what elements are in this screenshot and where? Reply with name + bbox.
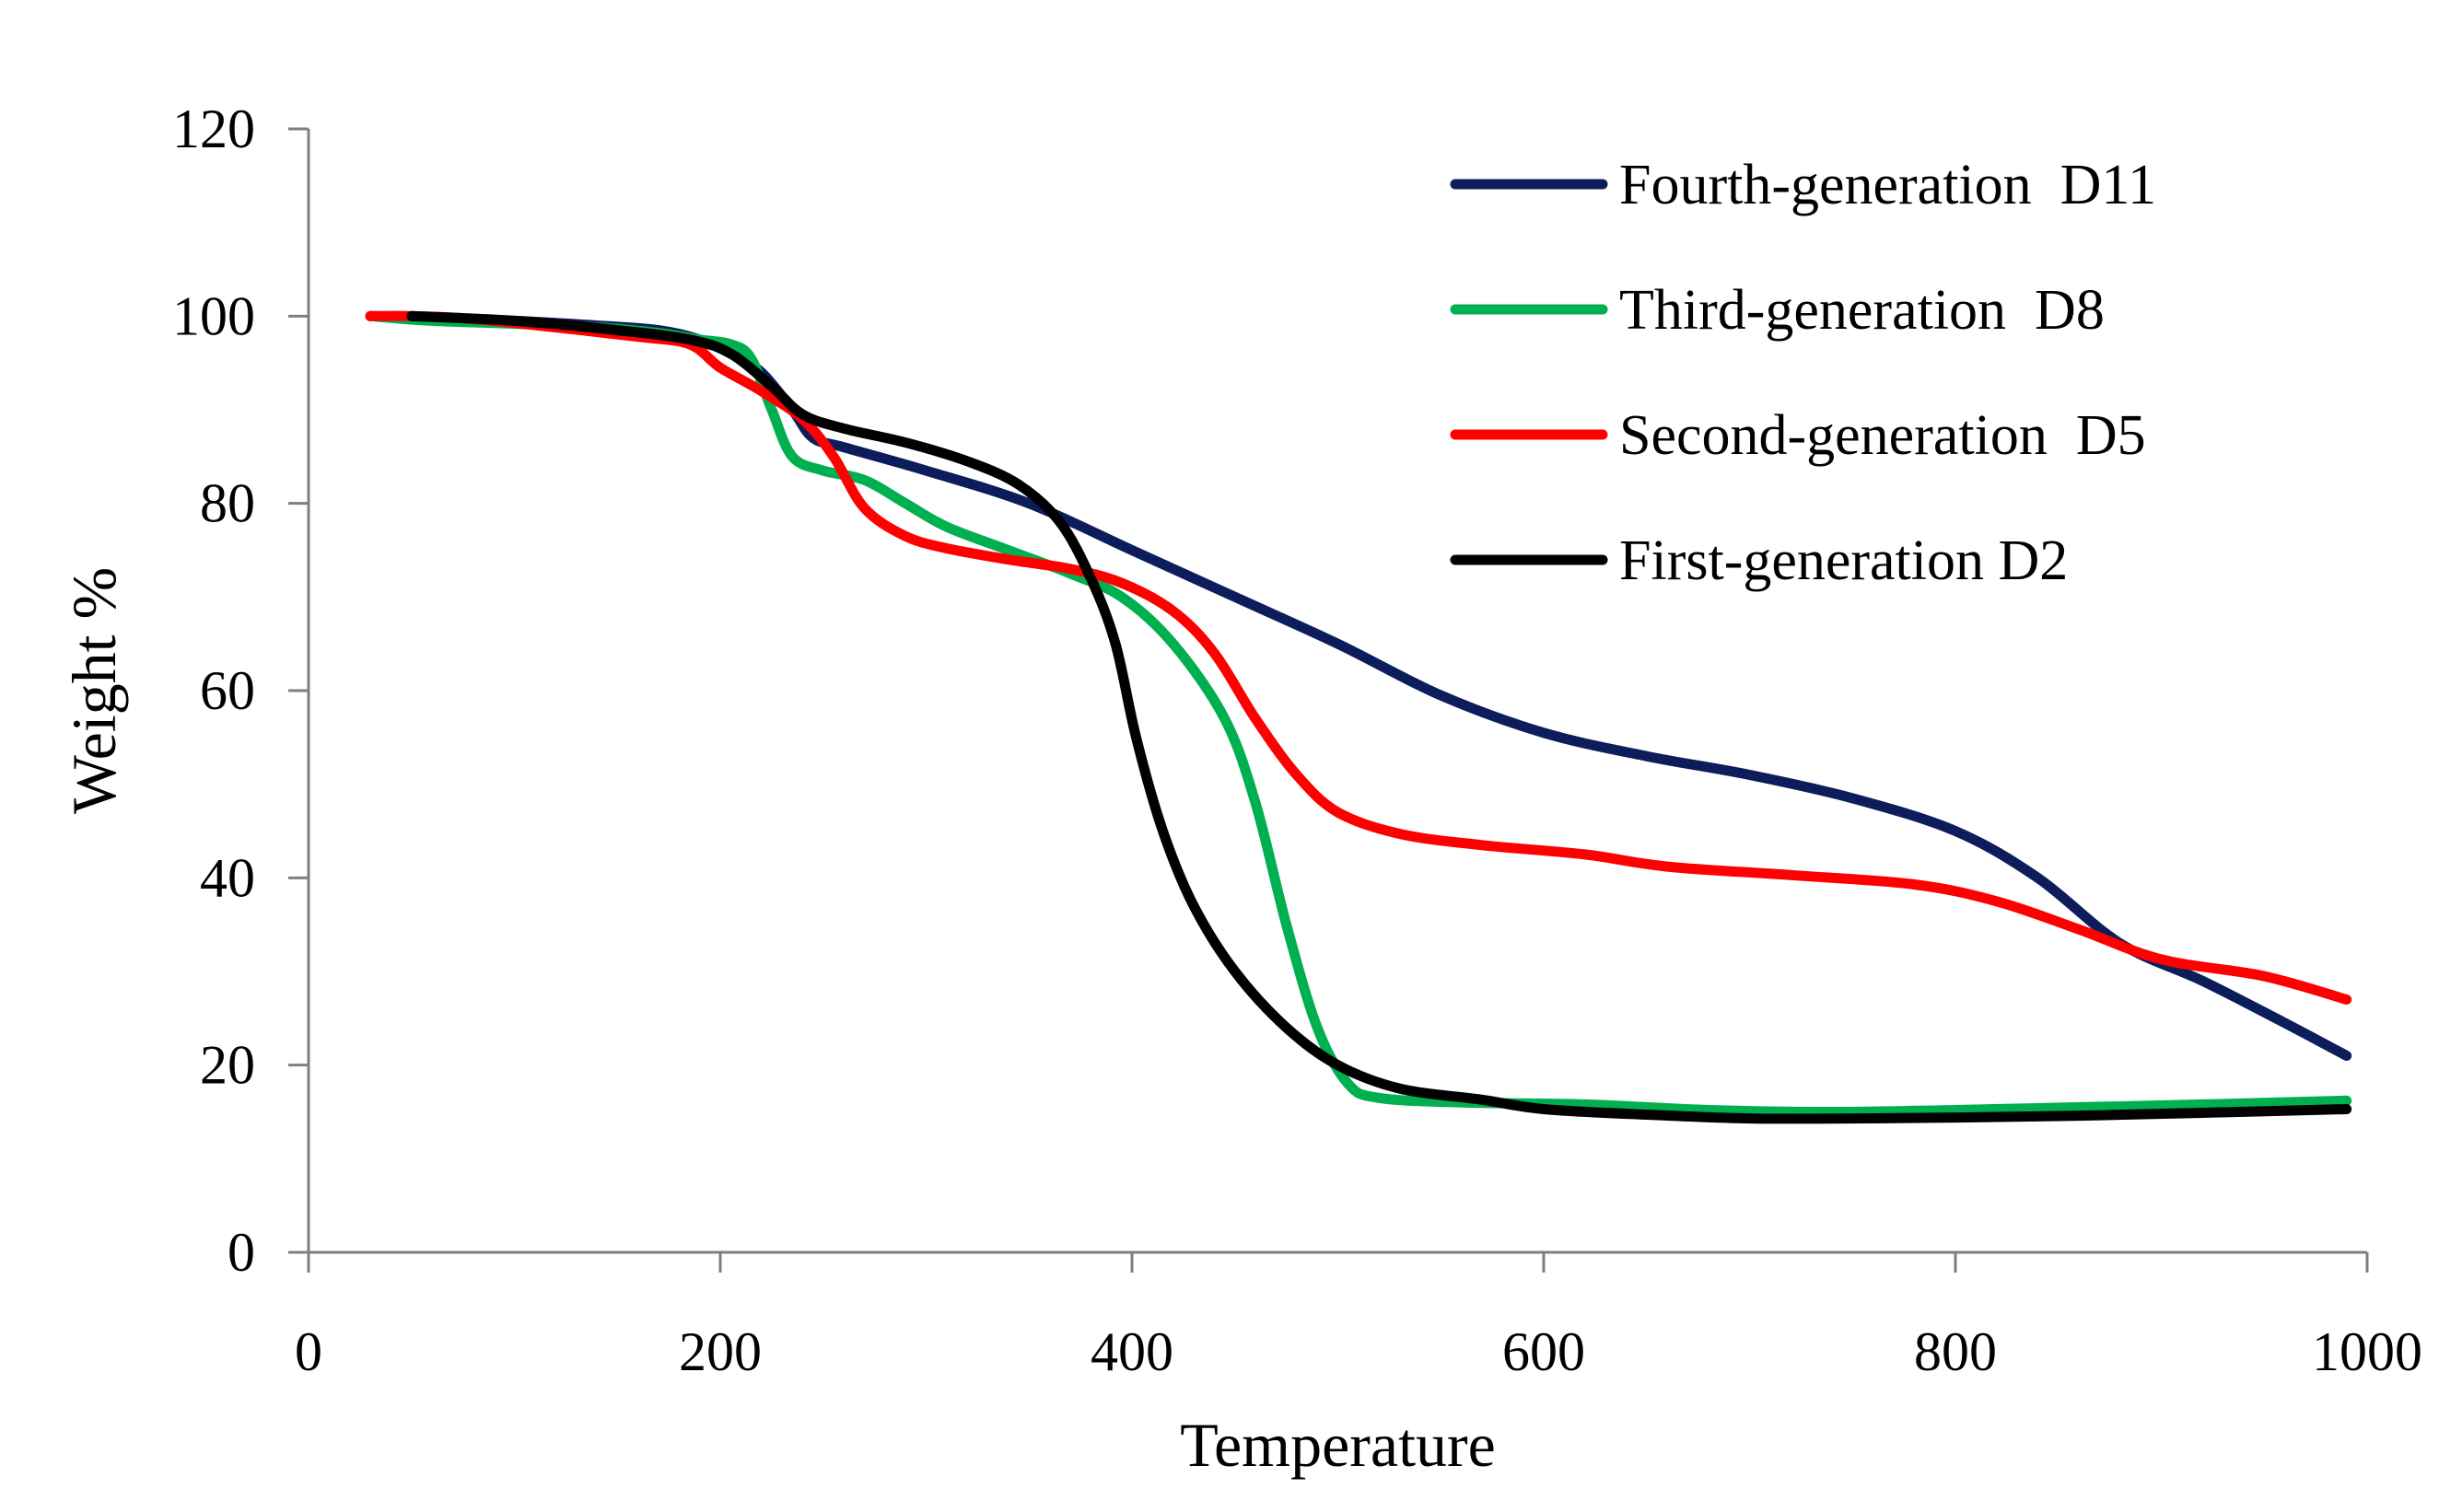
legend-label-fourth-generation-d11: Fourth-generation D11 bbox=[1619, 154, 2156, 216]
series-line-first-generation-d2 bbox=[406, 310, 2352, 1124]
x-axis-ticks: 0 200 400 600 800 1000 bbox=[295, 1252, 2422, 1382]
y-tick-label: 100 bbox=[172, 285, 255, 346]
legend: Fourth-generation D11 Third-generation D8… bbox=[1450, 154, 2156, 592]
series-group bbox=[365, 310, 2352, 1124]
y-tick-label: 40 bbox=[200, 847, 255, 908]
x-tick-label: 600 bbox=[1502, 1321, 1585, 1382]
y-tick-label: 0 bbox=[228, 1222, 255, 1283]
x-tick-label: 200 bbox=[679, 1321, 762, 1382]
y-tick-label: 60 bbox=[200, 660, 255, 721]
y-axis-title: Weight % bbox=[59, 567, 129, 814]
series-line-second-generation-d5 bbox=[365, 310, 2352, 1005]
y-tick-label: 20 bbox=[200, 1035, 255, 1096]
y-axis-ticks: 0 20 40 60 80 100 120 bbox=[172, 99, 309, 1283]
y-tick-label: 80 bbox=[200, 473, 255, 534]
legend-label-second-generation-d5: Second-generation D5 bbox=[1619, 404, 2146, 467]
legend-label-third-generation-d8: Third-generation D8 bbox=[1619, 279, 2105, 342]
axes: 0 20 40 60 80 100 120 0 200 400 600 800 1000 bbox=[172, 99, 2422, 1382]
x-axis-title: Temperature bbox=[1180, 1410, 1496, 1480]
x-tick-label: 1000 bbox=[2312, 1321, 2422, 1382]
legend-label-first-generation-d2: First-generation D2 bbox=[1619, 529, 2068, 592]
x-tick-label: 400 bbox=[1091, 1321, 1173, 1382]
x-tick-label: 0 bbox=[295, 1321, 322, 1382]
y-tick-label: 120 bbox=[172, 99, 255, 159]
x-tick-label: 800 bbox=[1914, 1321, 1997, 1382]
